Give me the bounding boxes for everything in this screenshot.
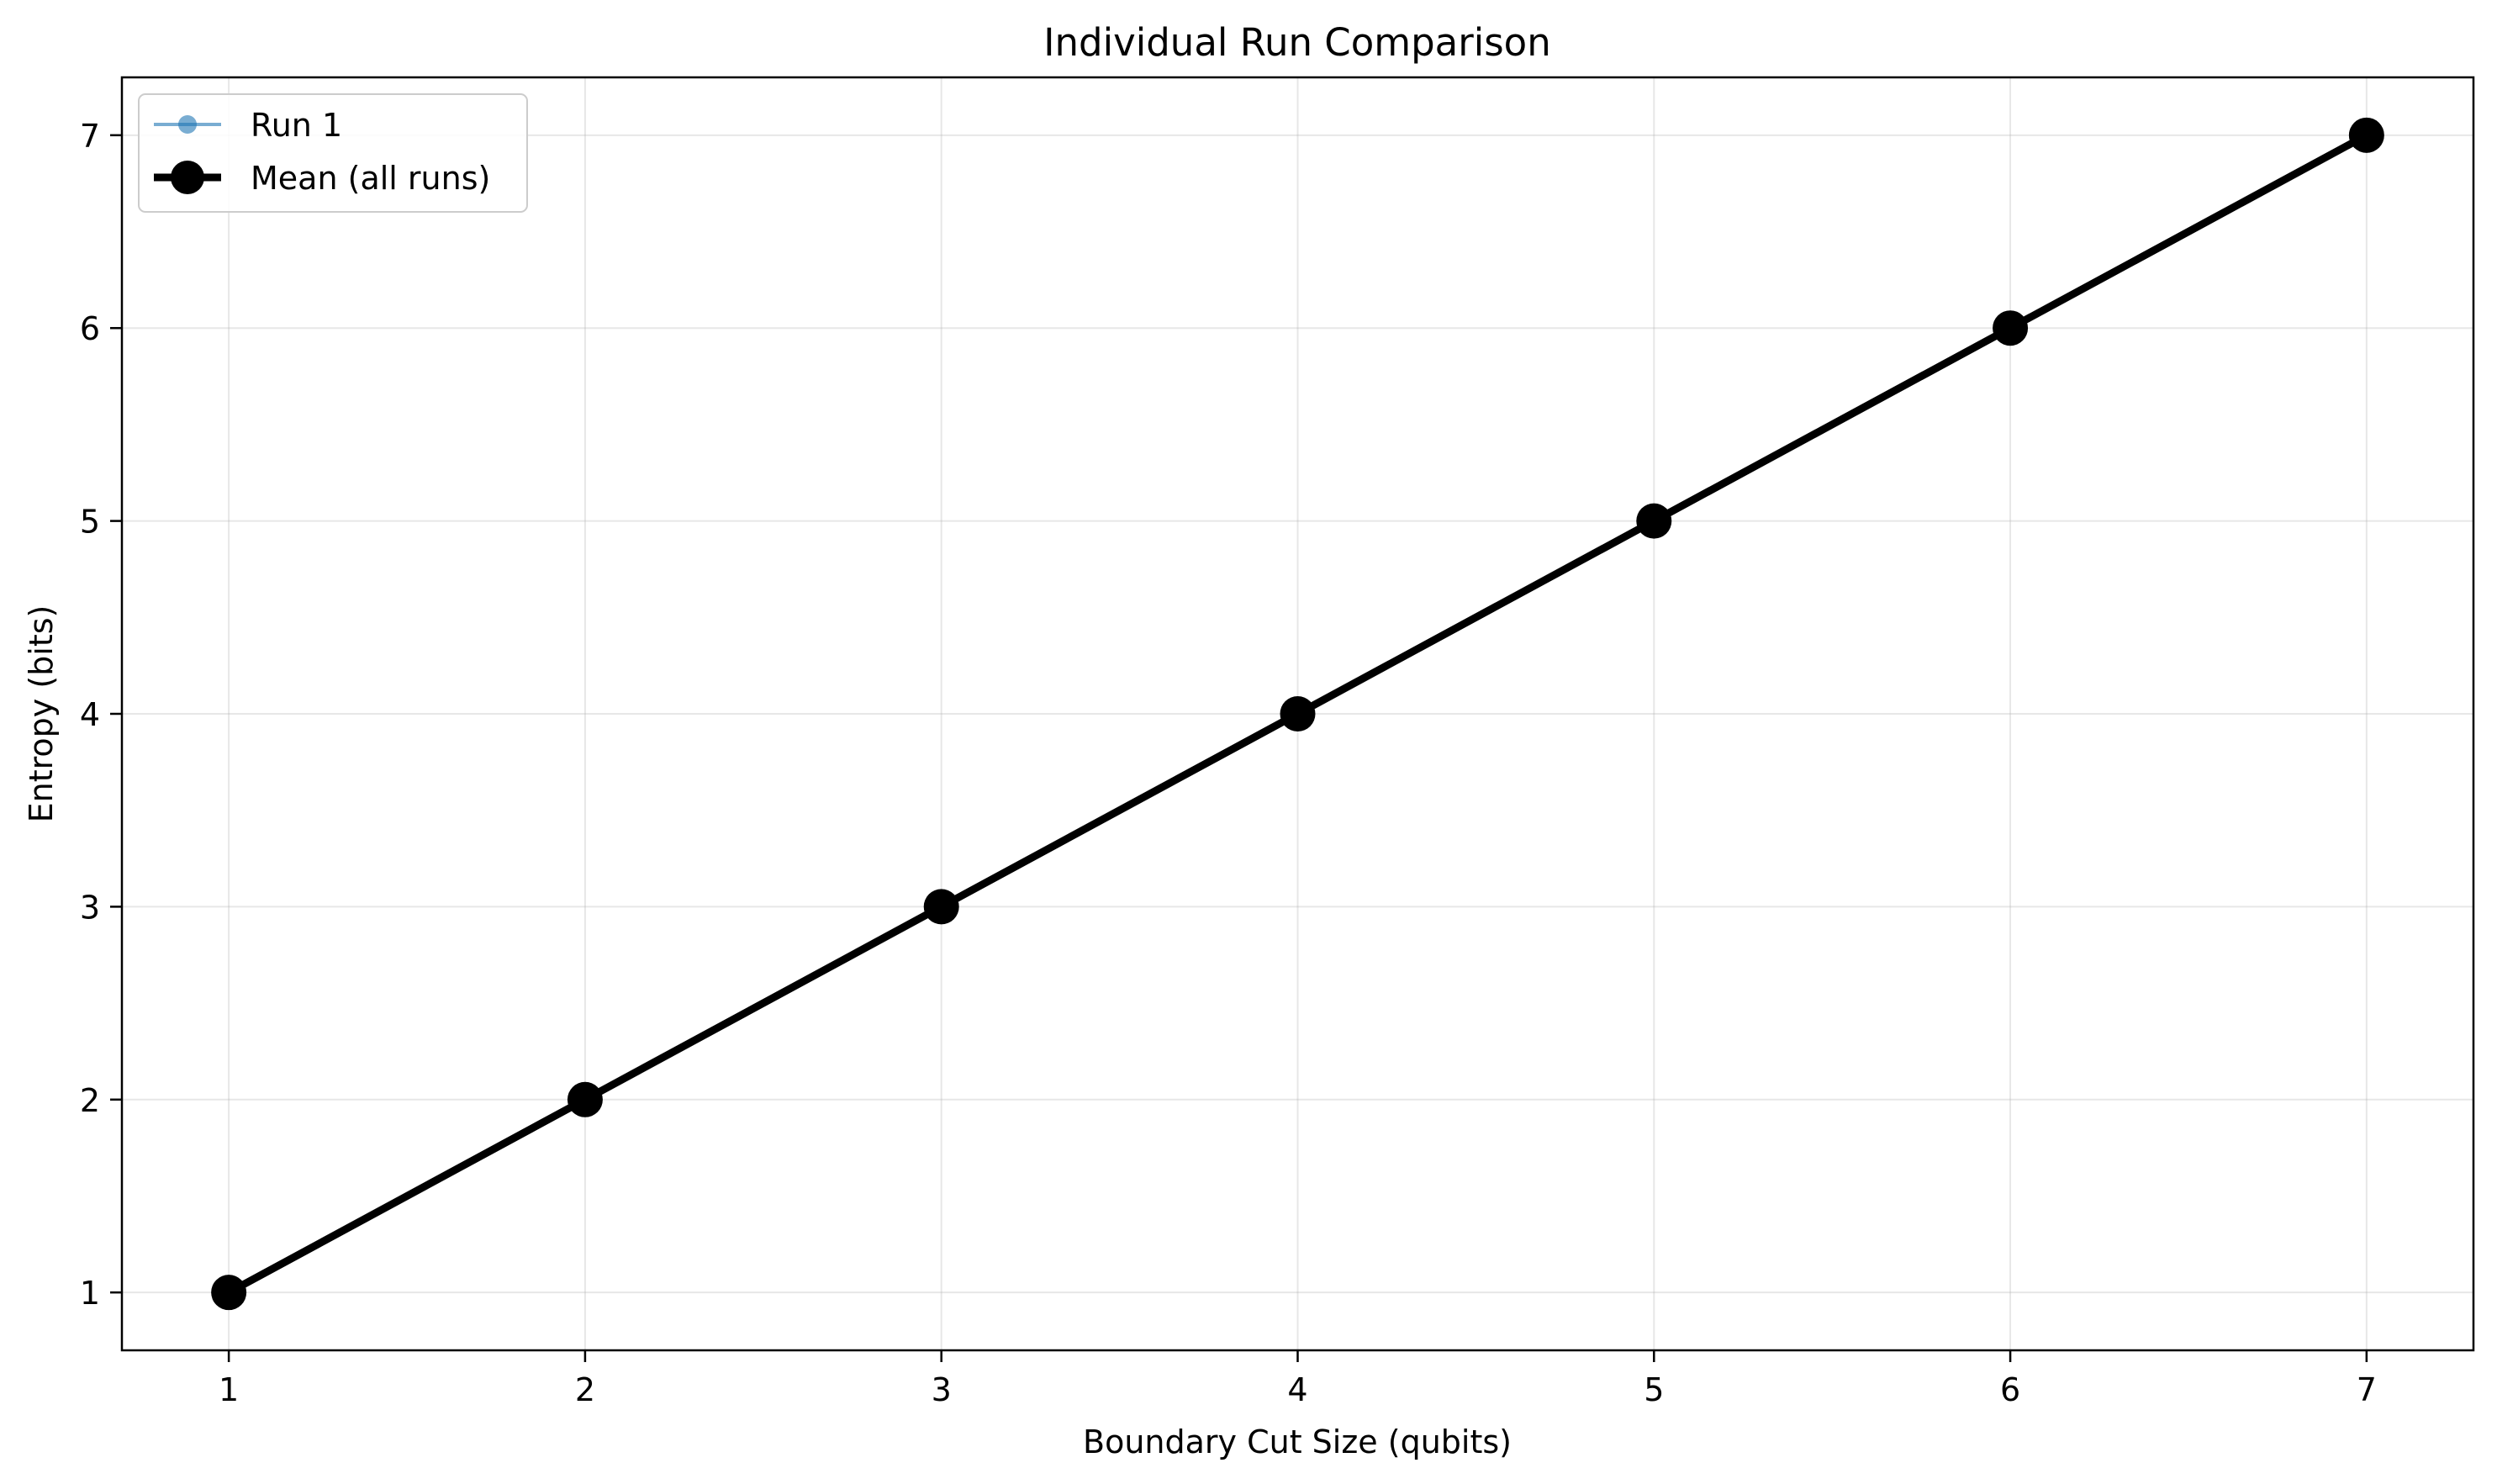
x-tick-label-3: 3 bbox=[932, 1371, 952, 1408]
y-tick-label-1: 1 bbox=[80, 1275, 100, 1312]
x-tick-label-2: 2 bbox=[575, 1371, 595, 1408]
y-tick-label-2: 2 bbox=[80, 1082, 100, 1119]
legend: Run 1 Mean (all runs) bbox=[138, 93, 528, 213]
chart-title: Individual Run Comparison bbox=[1043, 20, 1550, 65]
data-point-mean-all-runs-6 bbox=[1993, 310, 2029, 346]
data-point-mean-all-runs-4 bbox=[1280, 696, 1316, 731]
data-point-mean-all-runs-3 bbox=[923, 889, 959, 925]
y-tick-label-7: 7 bbox=[80, 118, 100, 155]
legend-label-run-1: Run 1 bbox=[251, 107, 342, 144]
data-point-mean-all-runs-1 bbox=[211, 1275, 247, 1311]
x-tick-label-6: 6 bbox=[2000, 1371, 2020, 1408]
legend-entry-mean: Mean (all runs) bbox=[154, 160, 490, 197]
y-tick-label-4: 4 bbox=[80, 696, 100, 733]
legend-box bbox=[138, 93, 528, 213]
y-tick-label-5: 5 bbox=[80, 504, 100, 541]
x-tick-label-1: 1 bbox=[219, 1371, 239, 1408]
data-point-mean-all-runs-7 bbox=[2348, 117, 2384, 153]
data-point-mean-all-runs-2 bbox=[567, 1081, 603, 1117]
x-axis-ticks: 1 2 3 4 5 6 7 bbox=[219, 1350, 2377, 1408]
x-axis-label: Boundary Cut Size (qubits) bbox=[1083, 1423, 1512, 1460]
x-tick-label-4: 4 bbox=[1287, 1371, 1307, 1408]
series-mean-all-runs bbox=[211, 117, 2384, 1311]
y-axis-label: Entropy (bits) bbox=[23, 605, 60, 823]
y-axis-ticks: 1 2 3 4 5 6 7 bbox=[80, 118, 122, 1312]
data-point-mean-all-runs-5 bbox=[1636, 503, 1672, 539]
legend-label-mean: Mean (all runs) bbox=[251, 160, 490, 197]
legend-entry-run-1: Run 1 bbox=[154, 107, 342, 144]
y-tick-label-3: 3 bbox=[80, 889, 100, 926]
y-tick-label-6: 6 bbox=[80, 310, 100, 347]
legend-marker-run-1 bbox=[178, 115, 197, 134]
x-tick-label-7: 7 bbox=[2357, 1371, 2377, 1408]
x-tick-label-5: 5 bbox=[1644, 1371, 1664, 1408]
series-layer bbox=[211, 117, 2384, 1311]
legend-marker-mean bbox=[171, 161, 204, 194]
